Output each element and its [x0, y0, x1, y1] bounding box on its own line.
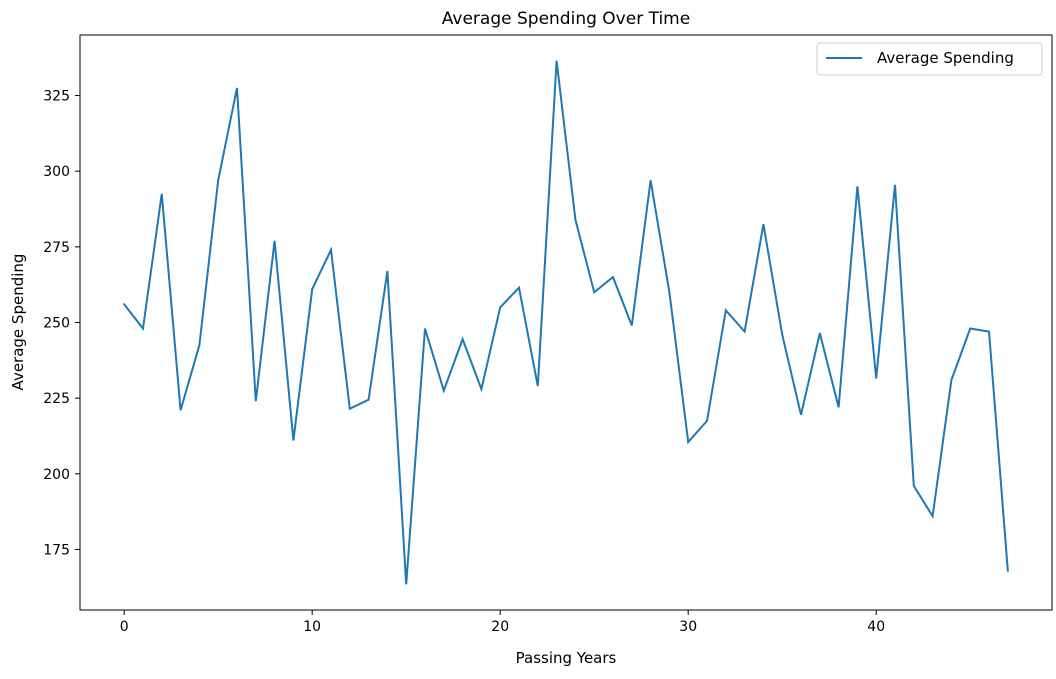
chart-title: Average Spending Over Time	[442, 9, 690, 29]
legend: Average Spending	[816, 42, 1043, 76]
x-tick-label: 0	[120, 619, 129, 635]
x-tick-label: 20	[491, 619, 509, 635]
y-axis-label: Average Spending	[9, 254, 27, 391]
y-tick-label: 250	[43, 316, 70, 332]
y-tick-label: 275	[43, 240, 70, 256]
legend-label-average-spending: Average Spending	[877, 49, 1014, 67]
ticks-layer: 0 10 20 30 40 175 200 225 250 275 300 325	[43, 89, 885, 635]
series-layer	[122, 60, 1009, 585]
legend-box	[816, 42, 1043, 76]
y-tick-label: 325	[43, 89, 70, 105]
x-tick-label: 10	[303, 619, 321, 635]
y-tick-label: 300	[43, 164, 70, 180]
x-axis-label: Passing Years	[516, 649, 617, 667]
plot-frame	[79, 34, 1053, 611]
x-tick-label: 40	[867, 619, 885, 635]
series-line-average-spending	[122, 60, 1009, 585]
x-tick-label: 30	[679, 619, 697, 635]
y-tick-label: 175	[43, 542, 70, 558]
y-tick-label: 200	[43, 467, 70, 483]
y-tick-label: 225	[43, 391, 70, 407]
